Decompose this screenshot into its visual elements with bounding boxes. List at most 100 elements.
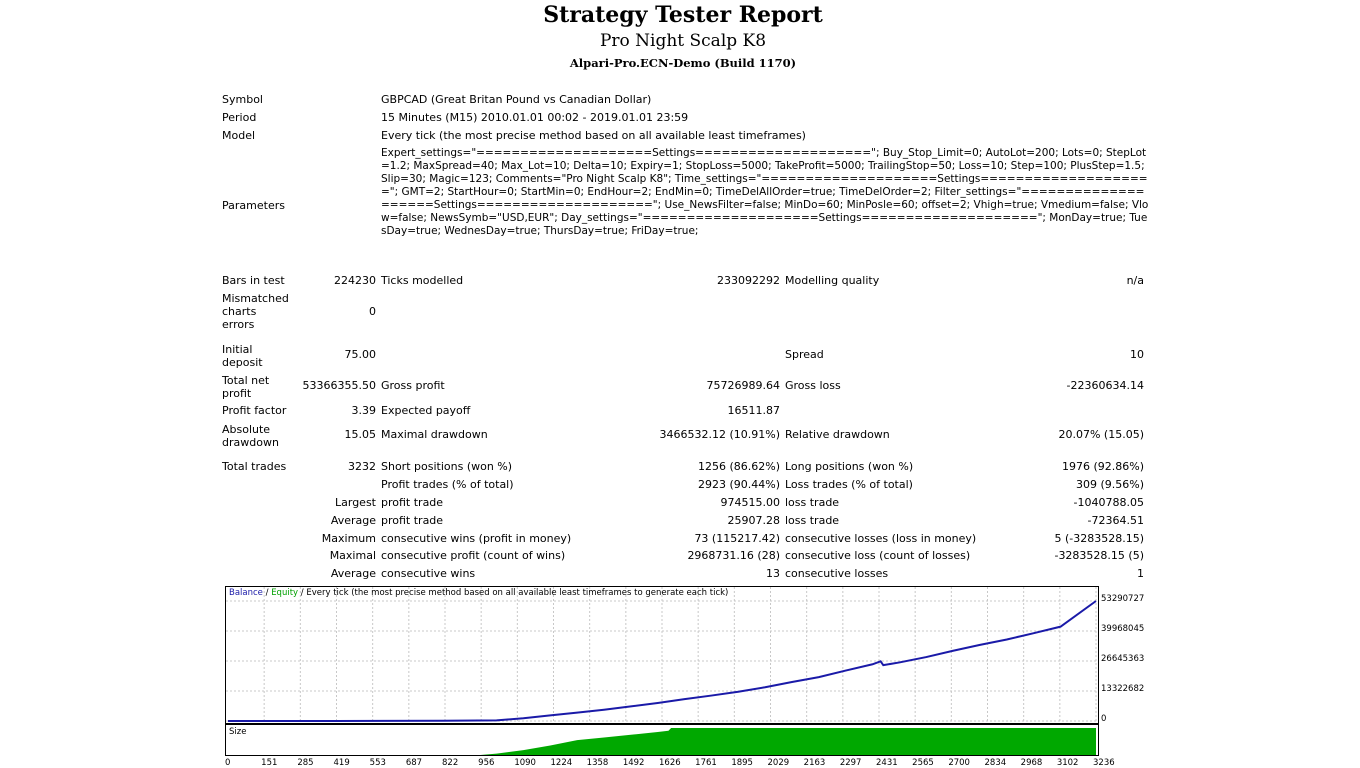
maximum-label: Maximum [260,532,376,545]
largest-label: Largest [260,496,376,509]
maximal-loss-label: consecutive loss (count of losses) [785,549,970,562]
x-tick-label: 1090 [514,758,536,768]
size-chart: Size [225,724,1099,756]
average-profit-value: 25907.28 [600,514,780,527]
total-trades-value: 3232 [280,460,376,473]
x-tick-label: 553 [370,758,386,768]
profit-trades-label: Profit trades (% of total) [381,478,514,491]
balance-chart: Balance / Equity / Every tick (the most … [225,586,1099,724]
x-tick-label: 3236 [1093,758,1115,768]
avg-cons-losses-label: consecutive losses [785,567,888,580]
y-tick-label: 53290727 [1101,594,1144,604]
abs-dd-value: 15.05 [280,428,376,441]
x-tick-label: 2163 [804,758,826,768]
x-tick-label: 1626 [659,758,681,768]
gross-profit-value: 75726989.64 [600,379,780,392]
x-tick-label: 2431 [876,758,898,768]
bars-label: Bars in test [222,274,285,287]
x-tick-label: 2297 [840,758,862,768]
ticks-value: 233092292 [600,274,780,287]
x-tick-label: 2700 [948,758,970,768]
net-value: 53366355.50 [280,379,376,392]
x-tick-label: 3102 [1057,758,1079,768]
mismatch-value: 0 [280,305,376,318]
x-tick-label: 419 [334,758,350,768]
parameters-label: Parameters [222,199,285,212]
average-label: Average [260,514,376,527]
maximal-profit-value: 2968731.16 (28) [600,549,780,562]
x-tick-label: 822 [442,758,458,768]
profit-factor-value: 3.39 [280,404,376,417]
x-tick-label: 956 [478,758,494,768]
gross-loss-value: -22360634.14 [1000,379,1144,392]
loss-trades-label: Loss trades (% of total) [785,478,913,491]
quality-label: Modelling quality [785,274,879,287]
deposit-value: 75.00 [280,348,376,361]
payoff-label: Expected payoff [381,404,470,417]
max-dd-value: 3466532.12 (10.91%) [600,428,780,441]
average-loss-value: -72364.51 [1000,514,1144,527]
rel-dd-value: 20.07% (15.05) [1000,428,1144,441]
x-tick-label: 2834 [985,758,1007,768]
max-cons-losses-label: consecutive losses (loss in money) [785,532,976,545]
largest-profit-value: 974515.00 [600,496,780,509]
average-loss-label: loss trade [785,514,839,527]
mismatch-label-3: errors [222,318,254,331]
profit-trades-value: 2923 (90.44%) [600,478,780,491]
legend-balance: Balance [229,588,263,598]
chart-legend: Balance / Equity / Every tick (the most … [229,588,728,598]
x-tick-label: 2029 [768,758,790,768]
x-tick-label: 1492 [623,758,645,768]
model-label: Model [222,129,255,142]
avg-cons-wins-value: 13 [600,567,780,580]
abs-dd-label-2: drawdown [222,436,279,449]
quality-value: n/a [1000,274,1144,287]
deposit-label-2: deposit [222,356,263,369]
max-cons-wins-value: 73 (115217.42) [600,532,780,545]
legend-equity: Equity [271,588,298,598]
total-trades-label: Total trades [222,460,286,473]
spread-value: 10 [1000,348,1144,361]
y-tick-label: 26645363 [1101,654,1144,664]
avg-cons-wins-label: consecutive wins [381,567,475,580]
y-tick-label: 0 [1101,714,1106,724]
x-tick-label: 151 [261,758,277,768]
short-value: 1256 (86.62%) [600,460,780,473]
server-name: Alpari-Pro.ECN-Demo (Build 1170) [0,56,1360,70]
size-chart-svg [226,725,1098,755]
deposit-label-1: Initial [222,343,252,356]
short-label: Short positions (won %) [381,460,512,473]
report-title: Strategy Tester Report [0,2,1360,28]
period-value: 15 Minutes (M15) 2010.01.01 00:02 - 2019… [381,111,688,124]
parameters-value: Expert_settings="====================Set… [381,147,1151,238]
avg-cons-label: Average [260,567,376,580]
model-value: Every tick (the most precise method base… [381,129,806,142]
bars-value: 224230 [280,274,376,287]
payoff-value: 16511.87 [600,404,780,417]
symbol-value: GBPCAD (Great Britan Pound vs Canadian D… [381,93,651,106]
gross-loss-label: Gross loss [785,379,841,392]
rel-dd-label: Relative drawdown [785,428,890,441]
largest-profit-label: profit trade [381,496,443,509]
x-tick-label: 1895 [731,758,753,768]
loss-trades-value: 309 (9.56%) [1000,478,1144,491]
legend-method: / Every tick (the most precise method ba… [298,588,728,598]
ticks-label: Ticks modelled [381,274,463,287]
x-tick-label: 285 [297,758,313,768]
net-label-1: Total net [222,374,269,387]
maximal-loss-value: -3283528.15 (5) [1000,549,1144,562]
y-tick-label: 39968045 [1101,624,1144,634]
x-tick-label: 1224 [551,758,573,768]
average-profit-label: profit trade [381,514,443,527]
net-label-2: profit [222,387,251,400]
x-tick-label: 687 [406,758,422,768]
abs-dd-label-1: Absolute [222,423,270,436]
spread-label: Spread [785,348,824,361]
x-tick-label: 1358 [587,758,609,768]
mismatch-label-1: Mismatched [222,292,289,305]
profit-factor-label: Profit factor [222,404,286,417]
symbol-label: Symbol [222,93,263,106]
size-area [228,728,1096,755]
largest-loss-value: -1040788.05 [1000,496,1144,509]
maximal-label: Maximal [260,549,376,562]
